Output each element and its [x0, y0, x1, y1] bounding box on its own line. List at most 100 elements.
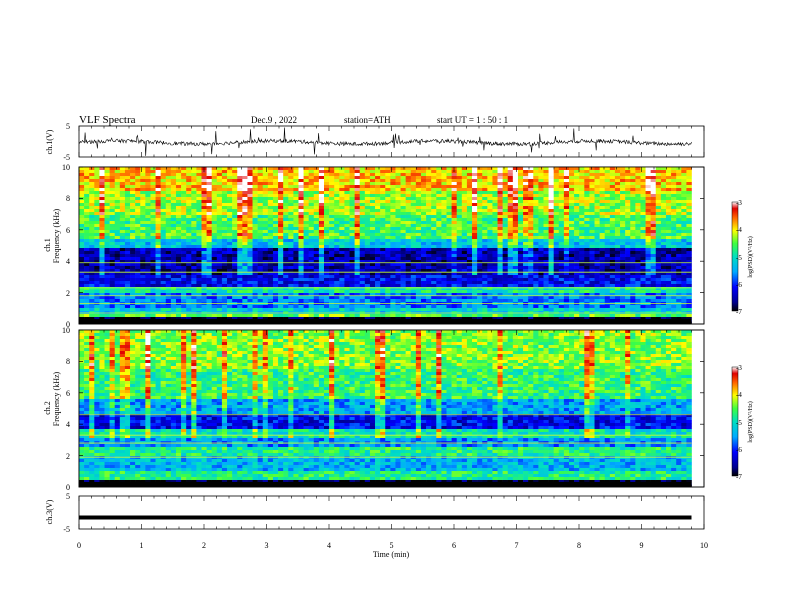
- spectrogram-cell: [109, 242, 116, 246]
- spectrogram-cell: [369, 224, 376, 228]
- spectrogram-cell: [410, 236, 417, 240]
- spectrogram-cell: [410, 233, 417, 237]
- spectrogram-cell: [385, 203, 391, 207]
- spectrogram-cell: [79, 257, 85, 261]
- spectrogram-cell: [109, 182, 116, 186]
- spectrogram-cell: [369, 272, 376, 276]
- spectrogram-cell: [89, 305, 95, 309]
- spectrogram-cell: [426, 215, 432, 219]
- spectrogram-cell: [385, 245, 391, 249]
- spectrogram-cell: [349, 212, 355, 216]
- spectrogram-cell: [533, 197, 539, 201]
- spectrogram-cell: [472, 191, 478, 195]
- spectrogram-cell: [191, 203, 197, 207]
- spectrogram-cell: [293, 236, 299, 240]
- spectrogram-cell: [385, 185, 391, 189]
- spectrogram-cell: [221, 194, 228, 198]
- spectrogram-cell: [538, 263, 544, 267]
- spectrogram-cell: [472, 212, 478, 216]
- spectrogram-cell: [191, 167, 197, 171]
- spectrogram-cell: [400, 197, 406, 201]
- spectrogram-cell: [349, 275, 355, 279]
- spectrogram-cell: [339, 260, 345, 264]
- spectrogram-cell: [426, 212, 432, 216]
- spectrogram-cell: [410, 287, 417, 291]
- spectrogram-cell: [283, 317, 289, 321]
- spectrogram-cell: [79, 311, 85, 315]
- spectrogram-cell: [99, 224, 105, 228]
- spectrogram-cell: [375, 209, 381, 213]
- spectrogram-cell: [548, 170, 554, 174]
- spectrogram-cell: [415, 311, 422, 315]
- spectrogram-cell: [456, 269, 463, 273]
- spectrogram-cell: [242, 263, 248, 267]
- spectrogram-cell: [517, 221, 524, 225]
- spectrogram-cell: [196, 260, 202, 264]
- spectrogram-cell: [272, 317, 279, 321]
- spectrogram-cell: [135, 176, 141, 180]
- spectrogram-cell: [446, 194, 452, 198]
- spectrogram-cell: [99, 239, 105, 243]
- spectrogram-cell: [267, 191, 274, 195]
- spectrogram-cell: [523, 308, 529, 312]
- spectrogram-cell: [543, 308, 549, 312]
- spectrogram-cell: [359, 317, 366, 321]
- spectrogram-cell: [548, 191, 554, 195]
- spectrogram-cell: [533, 263, 539, 267]
- spectrogram-cell: [104, 266, 110, 270]
- spectrogram-cell: [272, 248, 279, 252]
- spectrogram-cell: [410, 263, 417, 267]
- spectrogram-cell: [130, 260, 136, 264]
- spectrogram-cell: [186, 197, 192, 201]
- spectrogram-cell: [502, 266, 509, 270]
- spectrogram-cell: [288, 224, 294, 228]
- spectrogram-cell: [104, 194, 110, 198]
- spectrogram-cell: [94, 230, 100, 234]
- spectrogram-cell: [339, 200, 345, 204]
- spectrogram-cell: [533, 314, 539, 318]
- spectrogram-cell: [186, 296, 192, 300]
- spectrogram-cell: [109, 290, 116, 294]
- spectrogram-cell: [558, 173, 565, 177]
- spectrogram-cell: [426, 305, 432, 309]
- spectrogram-cell: [482, 218, 488, 222]
- spectrogram-cell: [288, 296, 294, 300]
- spectrogram-cell: [523, 224, 529, 228]
- spectrogram-cell: [272, 173, 279, 177]
- spectrogram-cell: [135, 317, 141, 321]
- spectrogram-cell: [420, 275, 427, 279]
- spectrogram-cell: [84, 194, 90, 198]
- spectrogram-cell: [543, 287, 549, 291]
- spectrogram-cell: [247, 266, 253, 270]
- spectrogram-cell: [497, 221, 503, 225]
- spectrogram-cell: [272, 305, 279, 309]
- spectrogram-cell: [227, 272, 233, 276]
- spectrogram-cell: [339, 230, 345, 234]
- spectrogram-cell: [431, 167, 437, 171]
- spectrogram-cell: [165, 266, 172, 270]
- spectrogram-cell: [380, 308, 386, 312]
- spectrogram-cell: [492, 281, 498, 285]
- spectrogram-cell: [380, 233, 386, 237]
- spectrogram-cell: [288, 173, 294, 177]
- spectrogram-cell: [451, 188, 457, 192]
- spectrogram-cell: [517, 167, 524, 171]
- spectrogram-cell: [232, 167, 238, 171]
- spectrogram-cell: [145, 203, 151, 207]
- spectrogram-cell: [512, 251, 519, 255]
- spectrogram-cell: [130, 308, 136, 312]
- spectrogram-cell: [79, 194, 85, 198]
- spectrogram-cell: [84, 317, 90, 321]
- spectrogram-cell: [533, 221, 539, 225]
- spectrogram-cell: [232, 218, 238, 222]
- spectrogram-cell: [124, 188, 131, 192]
- spectrogram-cell: [272, 287, 279, 291]
- spectrogram-cell: [390, 179, 396, 183]
- spectrogram-cell: [482, 227, 488, 231]
- spectrogram-cell: [308, 266, 315, 270]
- spectrogram-cell: [497, 284, 503, 288]
- spectrogram-cell: [293, 233, 299, 237]
- spectrogram-cell: [252, 257, 258, 261]
- spectrogram-cell: [216, 194, 223, 198]
- spectrogram-cell: [400, 191, 406, 195]
